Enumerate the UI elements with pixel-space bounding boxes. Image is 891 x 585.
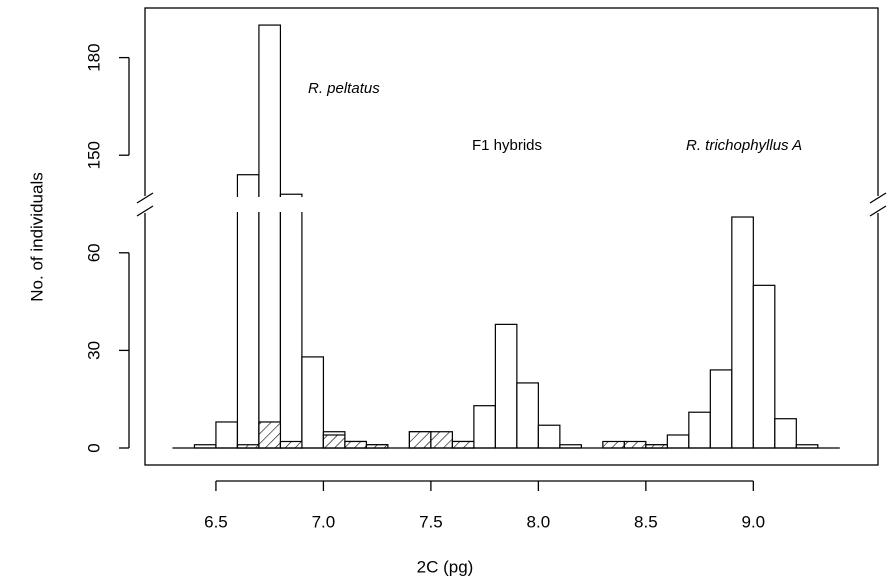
break-gap [146,197,877,212]
plot-area [146,24,877,449]
annotation: R. peltatus [308,80,380,97]
bar [731,216,754,449]
bar [279,440,303,449]
x-tick-label: 9.0 [742,512,766,531]
bar [279,193,303,449]
y-tick-label: 0 [84,443,103,452]
plot-frame [144,7,879,466]
y-axis-label: No. of individuals [27,172,46,301]
bar [236,174,260,449]
y-tick-label: 30 [84,341,103,360]
annotation: F1 hybrids [472,137,542,154]
x-tick-label: 6.5 [204,512,228,531]
bar [666,434,690,449]
bar [774,418,797,449]
bar [451,440,475,449]
x-axis-label: 2C (pg) [417,557,474,576]
bar [752,284,776,449]
bar [516,382,539,449]
x-tick-label: 8.0 [527,512,551,531]
bar [408,431,432,449]
y-tick-label: 60 [84,243,103,262]
bar [709,369,733,449]
bar [473,405,496,449]
bar [494,323,518,449]
bar [344,440,368,449]
x-tick-label: 7.5 [419,512,443,531]
bar [537,424,561,449]
axis-break [135,192,888,217]
x-tick-label: 8.5 [634,512,658,531]
bar [301,356,325,449]
bar [623,440,647,449]
bar [430,431,453,449]
bar [258,24,282,449]
y-tick-label: 150 [84,141,103,169]
bar [258,421,282,449]
bar [602,440,625,449]
y-tick-label: 180 [84,43,103,71]
bar [215,421,239,449]
annotation: R. trichophyllus A [686,137,802,154]
bar [688,411,711,449]
x-tick-label: 7.0 [312,512,336,531]
bar [322,434,346,449]
